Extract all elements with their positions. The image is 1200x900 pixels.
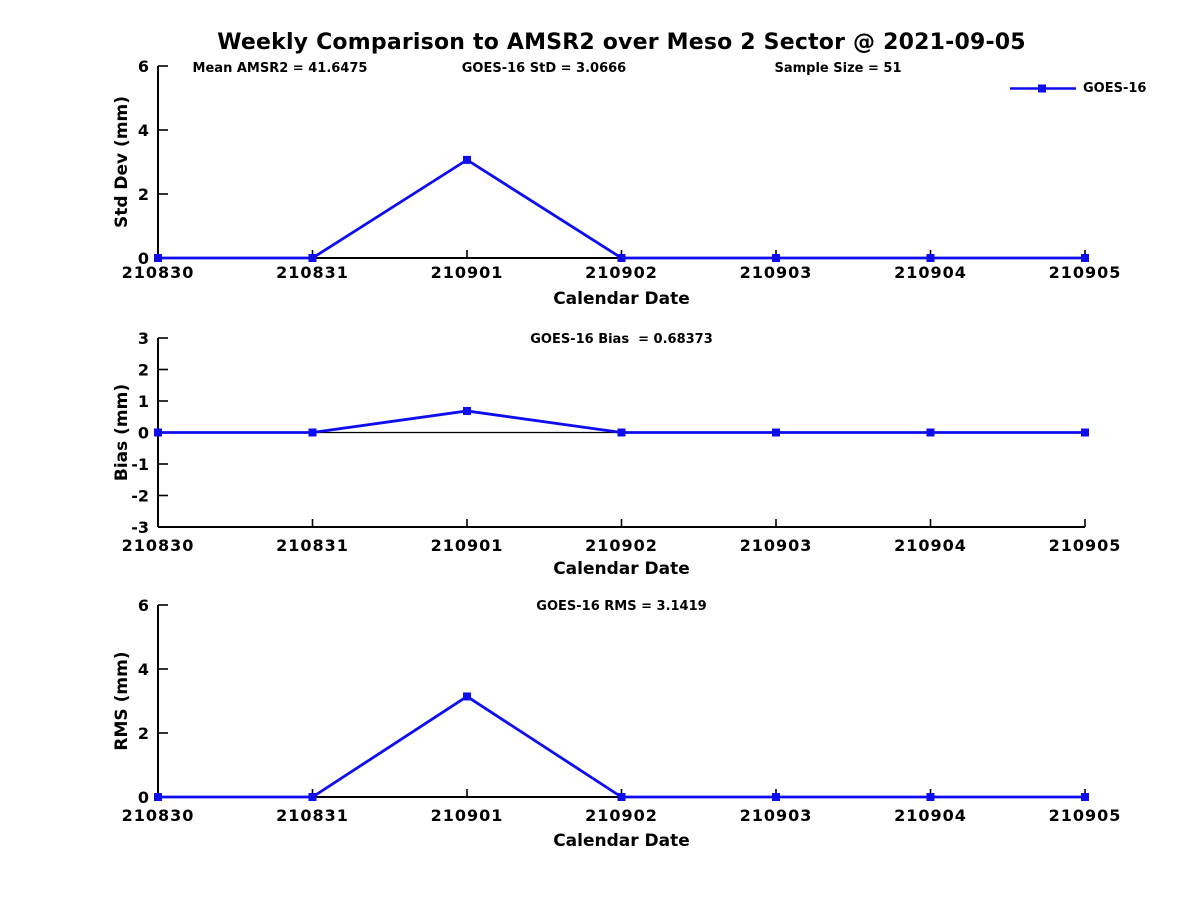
chart-title: GOES-16 Bias = 0.68373 bbox=[530, 332, 713, 347]
data-point-marker bbox=[463, 155, 471, 164]
y-tick-label: -2 bbox=[131, 487, 149, 506]
x-tick-label: 210902 bbox=[585, 806, 658, 825]
y-tick-label: 0 bbox=[138, 788, 149, 807]
data-point-marker bbox=[154, 793, 162, 801]
y-tick-label: 4 bbox=[138, 660, 149, 679]
x-tick-label: 210901 bbox=[431, 263, 504, 282]
data-point-marker bbox=[463, 692, 471, 701]
data-point-marker bbox=[1081, 254, 1089, 262]
chart-bias: -3 -2 -1 0 1 2 3 210830 210831 210901 210902 210903… bbox=[112, 329, 1122, 579]
x-tick-label: 210830 bbox=[122, 806, 195, 825]
data-point-marker bbox=[1081, 428, 1089, 437]
x-tick-label: 210831 bbox=[276, 806, 349, 825]
x-tick-label: 210904 bbox=[894, 806, 967, 825]
data-point-marker bbox=[308, 793, 317, 801]
chart-rms: 0 2 4 6 210830 210831 210901 210902 210903 210904… bbox=[112, 596, 1122, 851]
figure-title: Weekly Comparison to AMSR2 over Meso 2 S… bbox=[217, 30, 1026, 55]
data-point-marker bbox=[154, 428, 162, 437]
x-tick-label: 210830 bbox=[122, 536, 195, 555]
x-axis-title: Calendar Date bbox=[553, 831, 690, 851]
legend-marker-icon bbox=[1038, 84, 1046, 93]
y-tick-label: 3 bbox=[138, 329, 149, 348]
data-point-marker bbox=[617, 793, 626, 801]
data-point-marker bbox=[154, 254, 162, 262]
data-point-marker bbox=[772, 254, 780, 262]
legend-label: GOES-16 bbox=[1083, 81, 1147, 96]
data-point-marker bbox=[772, 793, 780, 801]
data-point-marker bbox=[308, 428, 317, 437]
data-point-marker bbox=[1081, 793, 1089, 801]
x-tick-label: 210905 bbox=[1049, 536, 1122, 555]
y-axis-title: Std Dev (mm) bbox=[112, 96, 132, 228]
y-tick-label: 2 bbox=[138, 361, 149, 380]
data-line bbox=[158, 158, 1085, 260]
data-point-marker bbox=[463, 406, 471, 415]
y-tick-label: 6 bbox=[138, 596, 149, 615]
y-tick-label: 6 bbox=[138, 57, 149, 76]
stat-mean-amsr2: Mean AMSR2 = 41.6475 bbox=[192, 61, 368, 76]
legend-sample-icon bbox=[1010, 84, 1076, 93]
data-point-marker bbox=[926, 254, 935, 262]
x-axis-title: Calendar Date bbox=[553, 289, 690, 309]
stat-sample-size: Sample Size = 51 bbox=[774, 61, 902, 76]
x-tick-label: 210902 bbox=[585, 263, 658, 282]
x-tick-label: 210903 bbox=[740, 263, 813, 282]
y-tick-label: 4 bbox=[138, 121, 149, 140]
y-tick-label: -3 bbox=[131, 518, 149, 537]
x-tick-label: 210902 bbox=[585, 536, 658, 555]
y-tick-label: 0 bbox=[138, 249, 149, 268]
x-tick-label: 210831 bbox=[276, 263, 349, 282]
data-line bbox=[158, 694, 1085, 799]
x-axis-title: Calendar Date bbox=[553, 559, 690, 579]
stat-goes16-std: GOES-16 StD = 3.0666 bbox=[461, 61, 627, 76]
x-tick-label: 210905 bbox=[1049, 806, 1122, 825]
x-tick-label: 210830 bbox=[122, 263, 195, 282]
x-tick-label: 210903 bbox=[740, 536, 813, 555]
chart-title: GOES-16 RMS = 3.1419 bbox=[536, 599, 706, 614]
legend: GOES-16 bbox=[1010, 81, 1146, 96]
x-tick-label: 210831 bbox=[276, 536, 349, 555]
data-point-marker bbox=[926, 793, 935, 801]
x-tick-label: 210904 bbox=[894, 536, 967, 555]
data-point-marker bbox=[772, 428, 780, 437]
chart-std-dev: 0 2 4 6 210830 210831 210901 210902 210903 210904… bbox=[112, 57, 1122, 309]
data-point-marker bbox=[617, 254, 626, 262]
x-tick-label: 210901 bbox=[431, 806, 504, 825]
y-tick-label: 1 bbox=[138, 392, 149, 411]
y-axis-title: Bias (mm) bbox=[112, 384, 132, 481]
y-tick-label: -1 bbox=[131, 455, 149, 474]
y-tick-label: 2 bbox=[138, 185, 149, 204]
x-tick-label: 210905 bbox=[1049, 263, 1122, 282]
data-point-marker bbox=[308, 254, 317, 262]
y-tick-label: 2 bbox=[138, 724, 149, 743]
x-tick-label: 210904 bbox=[894, 263, 967, 282]
data-point-marker bbox=[926, 428, 935, 437]
data-point-marker bbox=[617, 428, 626, 437]
y-axis-title: RMS (mm) bbox=[112, 651, 132, 750]
y-tick-label: 0 bbox=[138, 424, 149, 443]
x-tick-label: 210903 bbox=[740, 806, 813, 825]
x-tick-label: 210901 bbox=[431, 536, 504, 555]
